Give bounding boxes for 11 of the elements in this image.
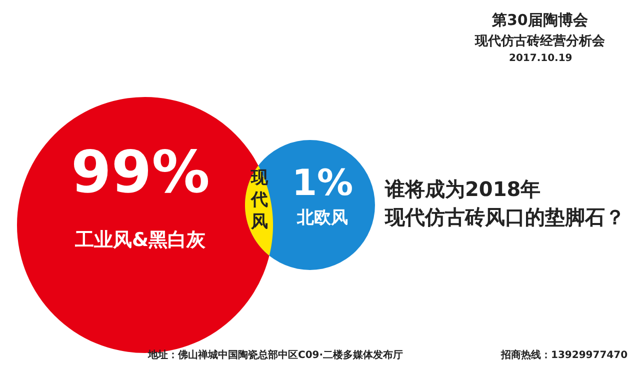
text: 招商热线：13929977470 <box>500 349 628 361</box>
text: 地址：佛山禅城中国陶瓷总部中区C09·二楼多媒体发布厅 <box>147 349 404 361</box>
text: 2017.10.19 <box>509 53 572 64</box>
text: 现代仿古砖经营分析会 <box>474 33 606 49</box>
text: 谁将成为2018年 <box>384 177 541 201</box>
text: 现代仿古砖风口的垫脚石？ <box>384 205 625 229</box>
data-label: 99% <box>71 138 210 206</box>
text: 第30届陶博会 <box>491 11 589 29</box>
category-label: 北欧风 <box>296 208 348 228</box>
category-label: 工业风&黑白灰 <box>74 229 207 251</box>
data-label: 1% <box>292 163 354 204</box>
